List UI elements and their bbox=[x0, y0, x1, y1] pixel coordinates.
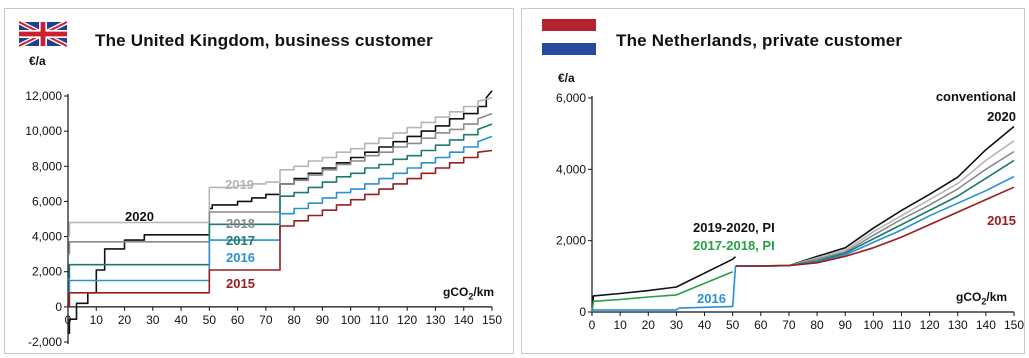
uk-y-tick-label: 4,000 bbox=[32, 230, 62, 244]
nl-series-line-s5 bbox=[735, 150, 1015, 267]
uk-series-line-2020 bbox=[68, 90, 493, 335]
nl-x-tick-label: 30 bbox=[670, 318, 684, 332]
nl-series-label: 2015 bbox=[987, 213, 1016, 228]
nl-x-tick-label: 40 bbox=[698, 318, 712, 332]
uk-series-label: 2018 bbox=[226, 216, 255, 231]
uk-x-tick-label: 140 bbox=[454, 313, 474, 327]
uk-y-tick-label: 6,000 bbox=[32, 194, 62, 208]
uk-series-label: 2017 bbox=[226, 233, 255, 248]
uk-series-label: 2019 bbox=[225, 177, 254, 192]
nl-x-tick-label: 140 bbox=[976, 318, 996, 332]
nl-y-tick-label: 0 bbox=[579, 305, 586, 319]
nl-series-label: 2019-2020, PI bbox=[693, 220, 775, 235]
uk-series-line-2018 bbox=[68, 112, 493, 255]
nl-series-label: 2016 bbox=[697, 291, 726, 306]
nl-x-tick-label: 120 bbox=[920, 318, 940, 332]
uk-y-tick-label: -2,000 bbox=[28, 335, 62, 349]
uk-x-tick-label: 150 bbox=[482, 313, 502, 327]
uk-flag-icon bbox=[19, 19, 67, 49]
nl-x-tick-label: 60 bbox=[754, 318, 768, 332]
nl-series-line-2019-2020-pi bbox=[591, 256, 737, 313]
uk-chart-title: The United Kingdom, business customer bbox=[95, 31, 433, 50]
uk-y-tick-label: 10,000 bbox=[25, 124, 62, 138]
nl-y-tick-label: 6,000 bbox=[556, 91, 586, 105]
uk-series-label: 2016 bbox=[226, 250, 255, 265]
nl-chart-title: The Netherlands, private customer bbox=[616, 31, 903, 50]
uk-series-label: 2015 bbox=[226, 276, 255, 291]
uk-y-tick-label: 0 bbox=[55, 300, 62, 314]
uk-x-tick-label: 0 bbox=[65, 313, 72, 327]
nl-x-unit: gCO2/km bbox=[956, 290, 1008, 307]
uk-series-line-2016 bbox=[68, 135, 493, 294]
uk-chart-panel: The United Kingdom, business customer €/… bbox=[4, 8, 514, 354]
uk-x-tick-label: 50 bbox=[203, 313, 217, 327]
uk-x-tick-label: 100 bbox=[341, 313, 361, 327]
uk-series-line-2019 bbox=[68, 97, 493, 238]
nl-y-unit: €/a bbox=[558, 71, 575, 85]
nl-series-line-2015 bbox=[735, 186, 1015, 267]
uk-series-line-2017 bbox=[68, 123, 493, 280]
uk-x-tick-label: 40 bbox=[174, 313, 188, 327]
nl-x-tick-label: 100 bbox=[863, 318, 883, 332]
uk-y-tick-label: 8,000 bbox=[32, 159, 62, 173]
uk-series-line-2015 bbox=[68, 149, 493, 308]
nl-chart-plot: 0 2,000 4,000 6,000 0 10 20 30 40 50 60 70 80 90 100 11… bbox=[556, 89, 1024, 332]
nl-x-tick-label: 110 bbox=[892, 318, 911, 332]
nl-series-line-s6 bbox=[735, 159, 1015, 267]
nl-x-tick-label: 130 bbox=[948, 318, 968, 332]
nl-y-tick-label: 4,000 bbox=[556, 162, 586, 176]
nl-series-label: 2020 bbox=[987, 109, 1016, 124]
nl-x-tick-label: 50 bbox=[726, 318, 740, 332]
uk-series-label: 2020 bbox=[125, 209, 154, 224]
nl-chart-panel: The Netherlands, private customer €/a gC… bbox=[521, 8, 1025, 354]
nl-series-label: conventional bbox=[936, 89, 1016, 104]
nl-x-tick-label: 20 bbox=[642, 318, 656, 332]
uk-y-unit: €/a bbox=[29, 54, 46, 68]
nl-series-line-2017-2018-pi bbox=[591, 270, 734, 313]
uk-x-tick-label: 20 bbox=[118, 313, 132, 327]
uk-y-tick-label: 2,000 bbox=[32, 265, 62, 279]
uk-x-unit: gCO2/km bbox=[443, 285, 495, 302]
uk-x-tick-label: 90 bbox=[316, 313, 330, 327]
nl-x-tick-label: 10 bbox=[613, 318, 627, 332]
uk-chart-plot: -2,00002,0004,0006,0008,00010,00012,0000… bbox=[25, 89, 502, 349]
uk-x-tick-label: 120 bbox=[397, 313, 417, 327]
uk-x-tick-label: 110 bbox=[369, 313, 388, 327]
uk-x-tick-label: 10 bbox=[90, 313, 104, 327]
uk-y-tick-label: 12,000 bbox=[25, 89, 62, 103]
uk-x-tick-label: 70 bbox=[259, 313, 273, 327]
nl-x-tick-label: 0 bbox=[589, 318, 596, 332]
uk-x-tick-label: 130 bbox=[425, 313, 445, 327]
nl-x-tick-label: 80 bbox=[810, 318, 824, 332]
uk-x-tick-label: 60 bbox=[231, 313, 245, 327]
nl-series-line-s7 bbox=[735, 175, 1015, 267]
nl-x-tick-label: 90 bbox=[839, 318, 853, 332]
nl-series-line-2016 bbox=[591, 265, 737, 313]
nl-x-tick-label: 70 bbox=[782, 318, 796, 332]
uk-x-tick-label: 30 bbox=[146, 313, 160, 327]
nl-x-tick-label: 150 bbox=[1004, 318, 1024, 332]
nl-y-tick-label: 2,000 bbox=[556, 234, 586, 248]
uk-x-tick-label: 80 bbox=[287, 313, 301, 327]
nl-series-label: 2017-2018, PI bbox=[693, 238, 775, 253]
netherlands-flag-icon bbox=[542, 19, 596, 55]
